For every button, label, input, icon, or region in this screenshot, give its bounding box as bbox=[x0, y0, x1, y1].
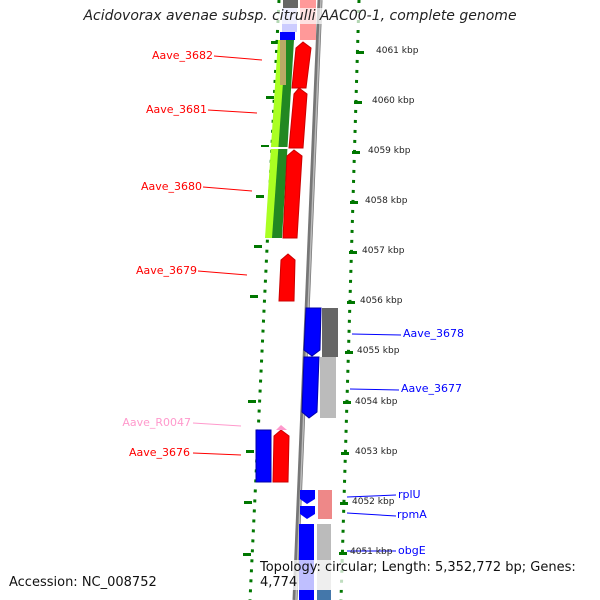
gene-label-aave-3676[interactable]: Aave_3676 bbox=[128, 446, 190, 459]
gene-label-aave-3680[interactable]: Aave_3680 bbox=[140, 180, 202, 193]
gene-label-rpma[interactable]: rpmA bbox=[397, 508, 427, 521]
left-tick-scale bbox=[248, 0, 281, 600]
accession-text: Accession: NC_008752 bbox=[9, 575, 157, 590]
kbp-label: 4057 kbp bbox=[362, 246, 405, 256]
genome-title: Acidovorax avenae subsp. citrulli AAC00-… bbox=[0, 8, 600, 24]
gene-label-aave-r0047[interactable]: Aave_R0047 bbox=[122, 416, 191, 429]
major-ticks bbox=[243, 41, 364, 556]
kbp-label: 4054 kbp bbox=[355, 397, 398, 407]
gene-label-aave-3677[interactable]: Aave_3677 bbox=[401, 382, 463, 395]
kbp-label: 4058 kbp bbox=[365, 196, 408, 206]
kbp-label: 4052 kbp bbox=[352, 497, 395, 507]
reverse-genes[interactable] bbox=[255, 307, 322, 600]
kbp-label: 4059 kbp bbox=[368, 146, 411, 156]
kbp-label: 4055 kbp bbox=[357, 346, 400, 356]
right-tick-scale bbox=[339, 0, 361, 600]
gene-label-obge[interactable]: obgE bbox=[398, 544, 426, 557]
gene-reverse[interactable] bbox=[280, 32, 295, 40]
kbp-label: 4056 kbp bbox=[360, 296, 403, 306]
gene-label-aave-3681[interactable]: Aave_3681 bbox=[145, 103, 207, 116]
topology-text: Topology: circular; Length: 5,352,772 bp… bbox=[260, 560, 600, 590]
backbone-line bbox=[292, 0, 323, 600]
gene-label-aave-3678[interactable]: Aave_3678 bbox=[403, 327, 465, 340]
gene-label-aave-3679[interactable]: Aave_3679 bbox=[135, 264, 197, 277]
kbp-label: 4053 kbp bbox=[355, 447, 398, 457]
gene-label-aave-3682[interactable]: Aave_3682 bbox=[151, 49, 213, 62]
kbp-label: 4051 kbp bbox=[350, 547, 393, 557]
gene-label-rplu[interactable]: rplU bbox=[398, 488, 421, 501]
kbp-label: 4060 kbp bbox=[372, 96, 415, 106]
forward-genes[interactable] bbox=[272, 41, 312, 483]
kbp-label: 4061 kbp bbox=[376, 46, 419, 56]
